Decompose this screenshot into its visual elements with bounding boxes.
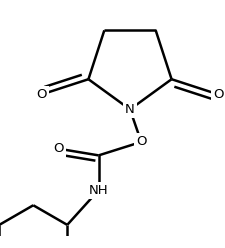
Text: O: O — [36, 88, 47, 101]
Text: NH: NH — [89, 184, 108, 197]
Text: N: N — [125, 103, 135, 116]
Text: O: O — [213, 88, 224, 101]
Text: O: O — [136, 135, 146, 149]
Text: O: O — [53, 142, 63, 155]
